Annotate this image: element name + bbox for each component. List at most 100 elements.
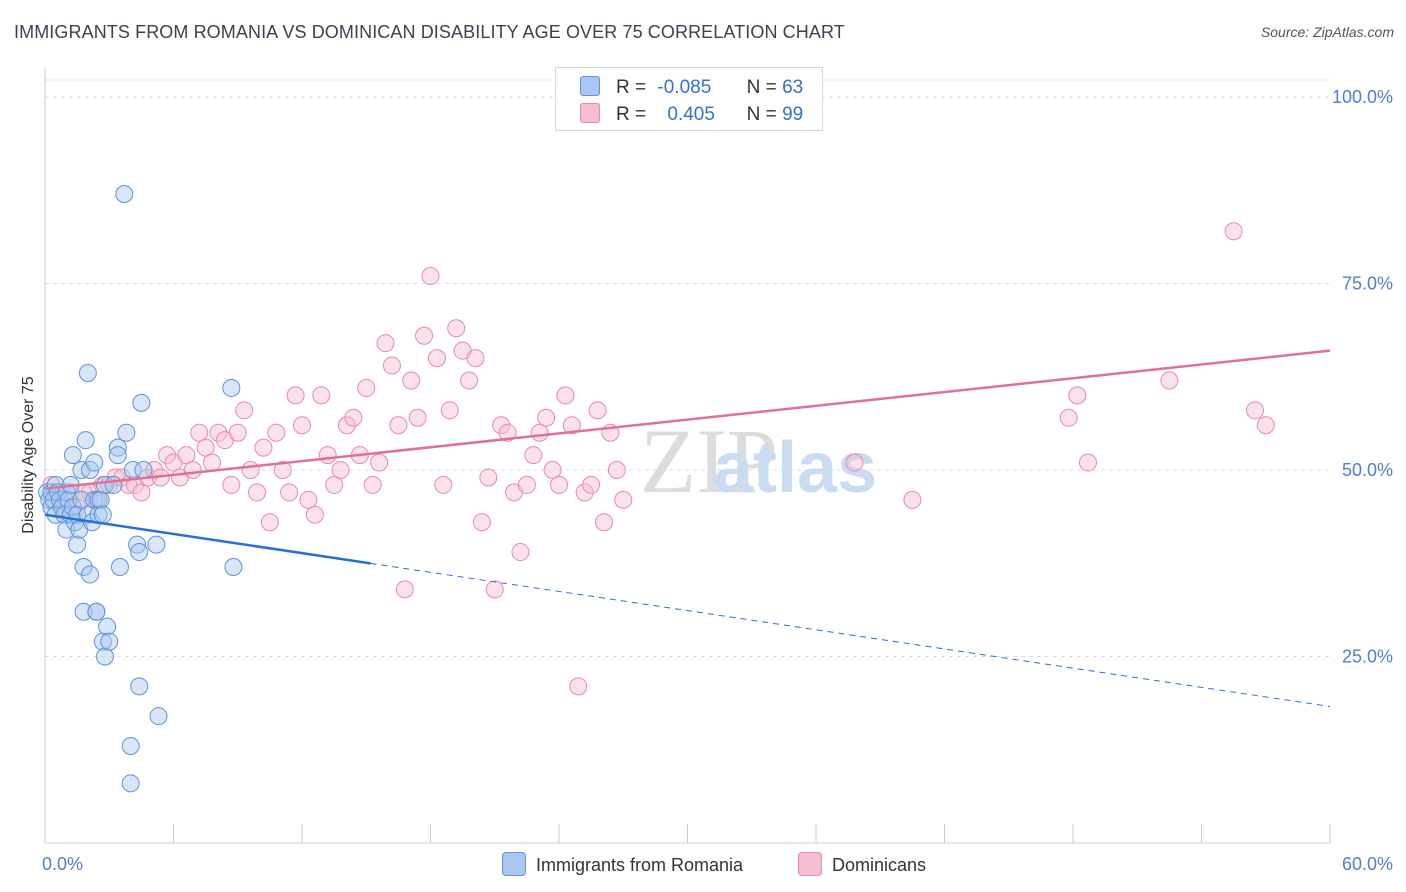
data-point-romania (117, 423, 136, 442)
data-point-dominicans (537, 408, 556, 427)
data-point-romania (93, 632, 112, 651)
data-point-dominicans (132, 483, 151, 502)
data-point-dominicans (222, 475, 241, 494)
data-point-romania (98, 617, 117, 636)
data-point-romania (85, 490, 104, 509)
data-point-dominicans (395, 580, 414, 599)
data-point-romania (121, 737, 140, 756)
data-point-romania (132, 393, 151, 412)
trend-lines (44, 349, 1331, 707)
legend-n-label: N = (746, 104, 777, 125)
data-point-dominicans (389, 416, 408, 435)
data-point-dominicans (556, 386, 575, 405)
data-point-dominicans (1256, 416, 1275, 435)
data-point-romania (87, 602, 106, 621)
data-point-dominicans (273, 461, 292, 479)
data-point-dominicans (331, 461, 350, 479)
legend-swatch-dominicans (798, 852, 822, 876)
y-tick-label: 25.0% (1342, 647, 1393, 667)
data-point-romania (78, 364, 97, 383)
watermark-zip: ZIP (640, 410, 778, 512)
trend-line-romania (44, 513, 371, 565)
data-point-romania (74, 602, 93, 621)
data-point-romania (224, 557, 243, 576)
data-point-dominicans (248, 483, 267, 502)
legend-r-label: R = (616, 104, 647, 125)
data-point-romania (80, 565, 99, 584)
data-point-dominicans (363, 475, 382, 494)
data-point-dominicans (569, 677, 588, 696)
data-point-dominicans (260, 513, 279, 532)
data-point-romania (149, 707, 168, 726)
legend-n-value: 99 (782, 104, 804, 125)
data-point-dominicans (145, 461, 164, 479)
data-point-romania (68, 535, 87, 554)
data-point-romania (91, 490, 110, 509)
data-point-dominicans (434, 475, 453, 494)
data-point-romania (110, 557, 129, 576)
legend-row-dominicans: R = 0.405 N = 99 (580, 103, 803, 125)
data-point-dominicans (318, 446, 337, 465)
data-point-romania (134, 461, 153, 479)
data-point-romania (108, 446, 127, 465)
tick-labels: 25.0% 50.0% 75.0% 100.0% 0.0% 60.0% (42, 87, 1393, 874)
data-point-dominicans (845, 453, 864, 472)
data-point-romania (108, 438, 127, 457)
data-point-dominicans (550, 475, 568, 494)
y-axis-label: Disability Age Over 75 (20, 376, 37, 534)
data-point-dominicans (357, 378, 376, 397)
legend-label-dominicans: Dominicans (832, 855, 927, 875)
data-point-dominicans (209, 423, 228, 442)
data-point-dominicans (492, 416, 511, 435)
legend-r-label: R = (616, 77, 647, 98)
data-point-dominicans (479, 468, 498, 487)
data-point-dominicans (293, 416, 311, 435)
data-point-dominicans (376, 334, 395, 353)
data-point-dominicans (440, 401, 459, 420)
data-point-dominicans (1078, 453, 1097, 472)
data-point-dominicans (177, 446, 196, 465)
data-point-romania (63, 446, 82, 465)
data-point-romania (130, 543, 149, 562)
data-point-dominicans (299, 490, 318, 509)
data-point-dominicans (370, 453, 389, 472)
data-point-dominicans (61, 483, 80, 502)
data-point-dominicans (594, 513, 613, 532)
data-point-dominicans (415, 326, 434, 345)
data-point-dominicans (312, 386, 331, 405)
data-point-dominicans (524, 446, 543, 465)
data-point-dominicans (408, 408, 427, 427)
legend-item-dominicans[interactable]: Dominicans (798, 852, 926, 876)
data-point-dominicans (241, 461, 260, 479)
axes (44, 68, 1331, 844)
legend-r-value: -0.085 (657, 77, 712, 98)
data-point-dominicans (1068, 386, 1087, 405)
data-point-romania (121, 774, 140, 793)
data-point-dominicans (286, 386, 305, 405)
data-point-dominicans (582, 475, 601, 494)
data-point-dominicans (1246, 401, 1265, 420)
data-point-romania (104, 475, 123, 494)
legend-r-value: 0.405 (667, 104, 715, 125)
data-point-dominicans (183, 461, 202, 479)
legend-swatch-romania (580, 76, 600, 96)
data-point-dominicans (472, 513, 491, 532)
data-point-dominicans (562, 416, 581, 435)
data-point-dominicans (460, 371, 479, 390)
data-point-dominicans (203, 453, 222, 472)
data-point-dominicans (1160, 371, 1179, 390)
data-point-dominicans (254, 438, 273, 457)
data-point-dominicans (607, 461, 626, 479)
source-credit: Source: ZipAtlas.com (1260, 24, 1394, 40)
data-point-romania (130, 677, 149, 696)
data-point-romania (100, 632, 119, 651)
legend-item-romania[interactable]: Immigrants from Romania (502, 852, 743, 876)
chart-title: IMMIGRANTS FROM ROMANIA VS DOMINICAN DIS… (14, 22, 845, 42)
data-point-dominicans (228, 423, 247, 442)
watermark-atlas: atlas (713, 428, 877, 508)
x-tick-label: 60.0% (1342, 854, 1393, 874)
data-point-dominicans (427, 349, 446, 368)
data-point-dominicans (575, 483, 594, 502)
data-point-dominicans (337, 416, 356, 435)
